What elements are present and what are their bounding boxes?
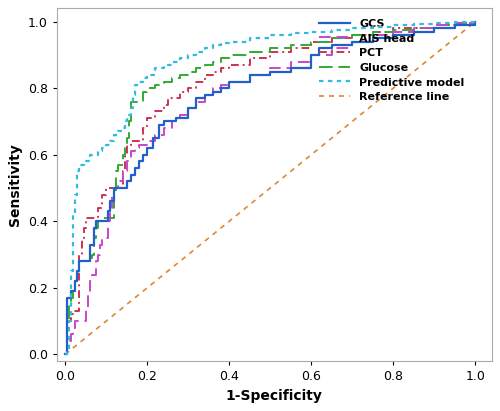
X-axis label: 1-Specificity: 1-Specificity [226,389,322,403]
Y-axis label: Sensitivity: Sensitivity [8,143,22,226]
Legend: GCS, AIS head, PCT, Glucose, Predictive model, Reference line: GCS, AIS head, PCT, Glucose, Predictive … [314,14,469,107]
